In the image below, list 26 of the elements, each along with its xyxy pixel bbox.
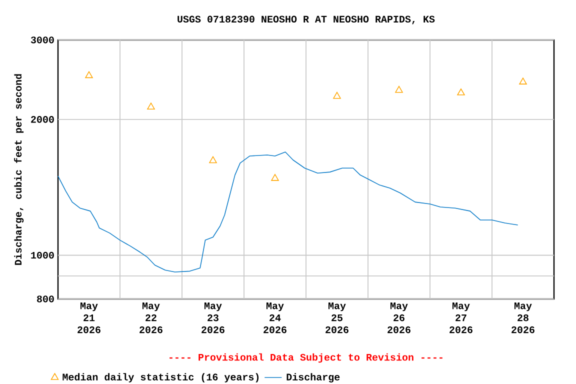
text: ---- Provisional Data Subject to Revision ---- <box>170 353 442 363</box>
point <box>147 102 155 110</box>
point <box>209 156 217 164</box>
x-tick-label: May 21 2026 <box>78 302 100 334</box>
y-axis-title: Discharge, cubic feet per second <box>14 74 24 265</box>
x-tick-label: May 24 2026 <box>264 302 286 334</box>
point <box>457 88 465 96</box>
x-tick-label: May 25 2026 <box>326 302 348 334</box>
point <box>271 174 279 181</box>
point <box>85 71 93 78</box>
line-series <box>58 152 518 272</box>
chart-title: USGS 07182390 NEOSHO R AT NEOSHO RAPIDS, KS <box>178 16 435 24</box>
legend-label: Discharge <box>286 373 340 382</box>
x-tick-label: May 27 2026 <box>450 302 472 334</box>
y-tick-label: 800 <box>37 296 54 302</box>
y-tick-label: 1000 <box>31 252 54 259</box>
x-tick-label: May 26 2026 <box>388 302 410 334</box>
x-tick-label: May 28 2026 <box>512 302 534 334</box>
x-tick-label: May 23 2026 <box>202 302 224 334</box>
point <box>333 92 341 99</box>
y-tick-label: 2000 <box>31 116 54 123</box>
point <box>395 86 403 93</box>
y-tick-label: 3000 <box>30 36 54 44</box>
x-tick-label: May 22 2026 <box>140 302 162 334</box>
legend-label: Median daily statistic (16 years) <box>62 373 259 382</box>
point <box>519 78 527 84</box>
